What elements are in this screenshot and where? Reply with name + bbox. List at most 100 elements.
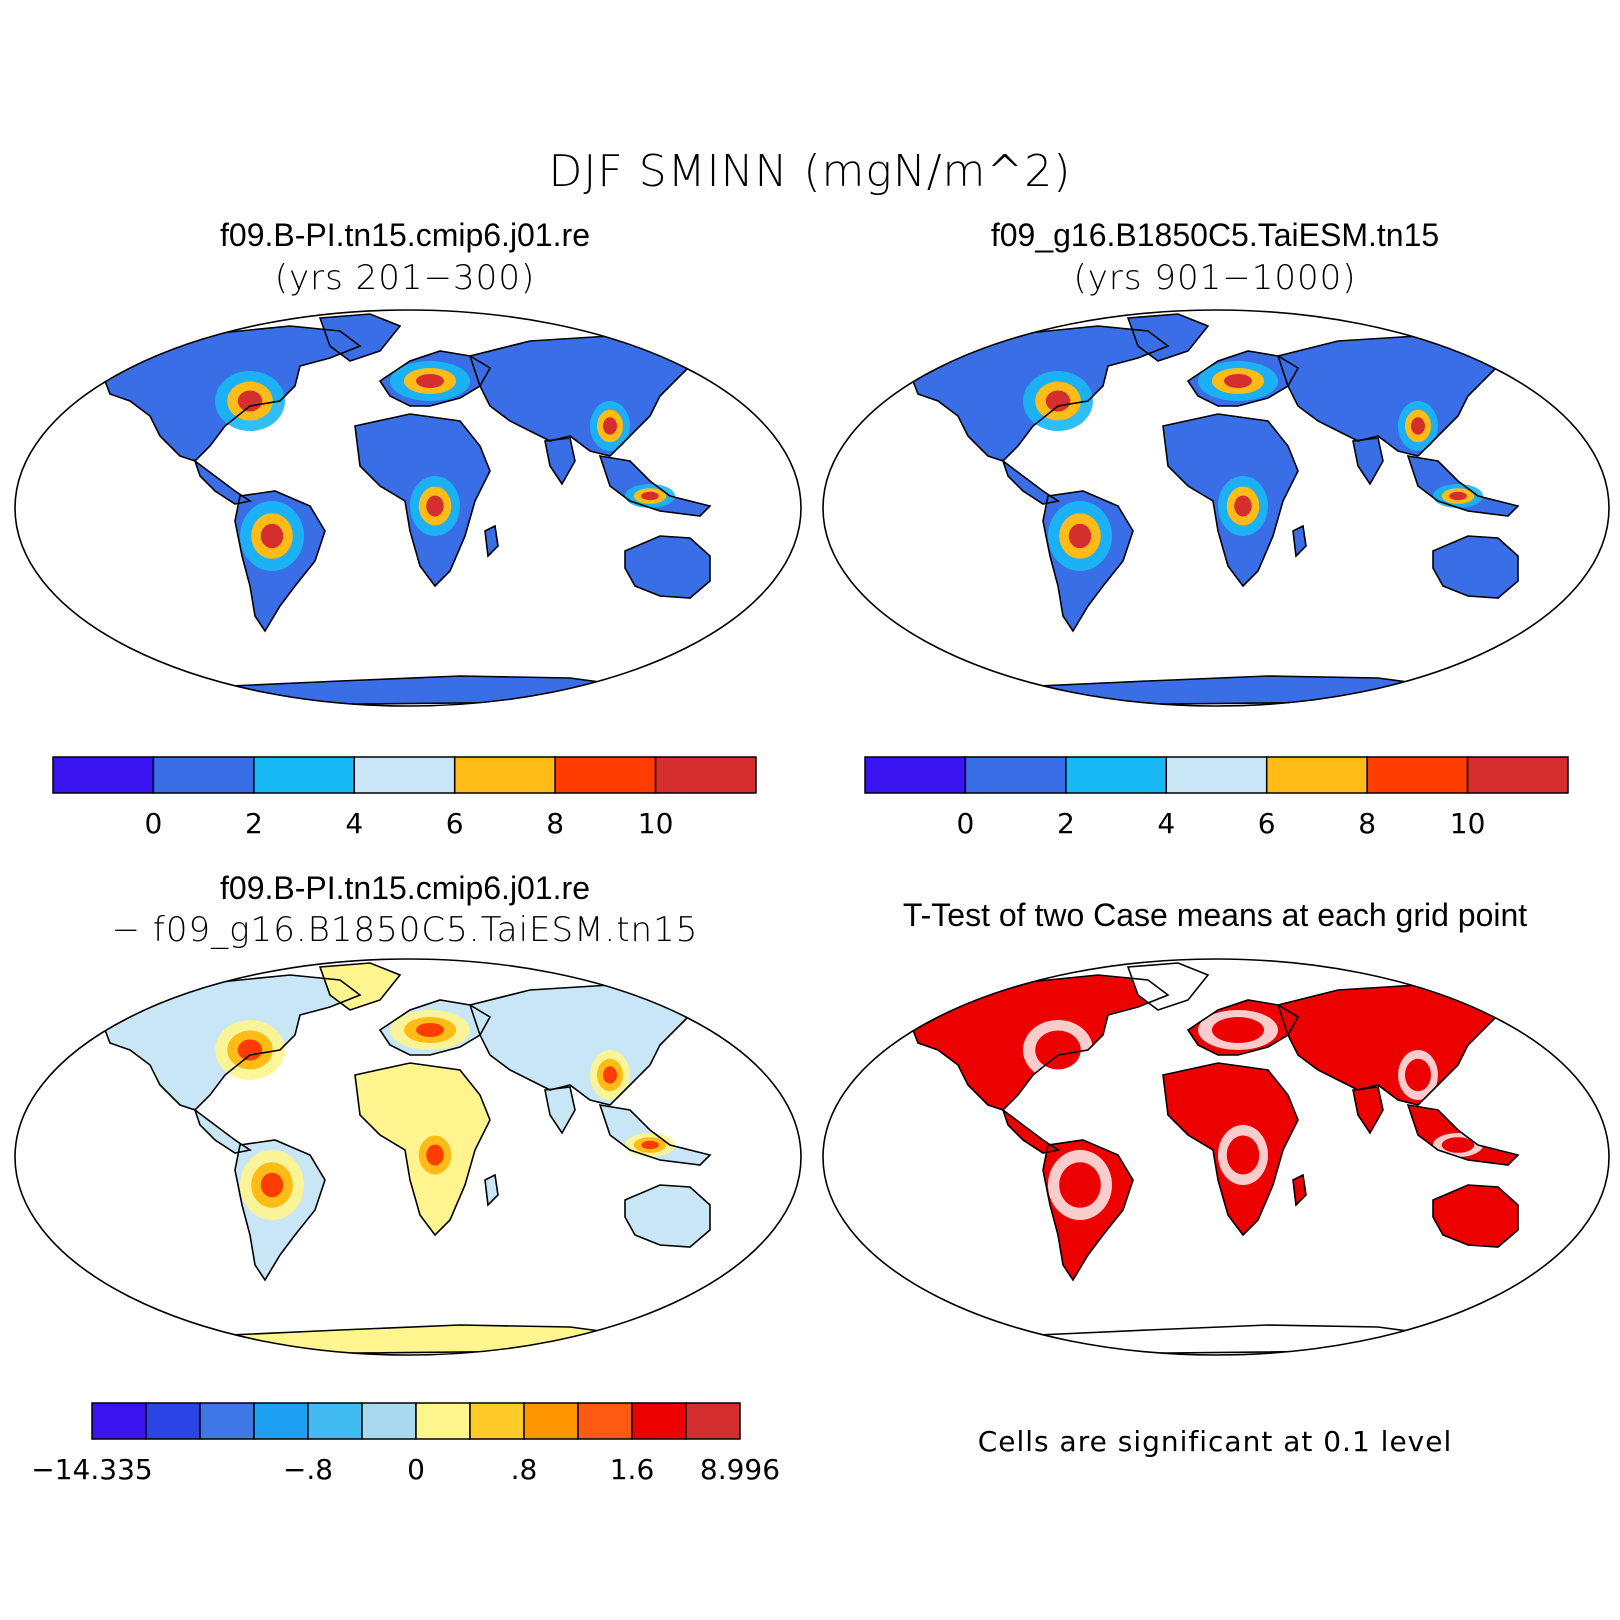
- colorbar-swatch: [1366, 756, 1469, 794]
- field-peak-4: [1411, 417, 1425, 435]
- coastline-india: [544, 1086, 576, 1135]
- panel-bottom-right-title: T-Test of two Case means at each grid po…: [902, 897, 1528, 933]
- coastline-centralAmerica: [1001, 458, 1061, 505]
- colorbar-swatch: [453, 756, 556, 794]
- field-peak-2: [416, 374, 444, 388]
- colorbar-tick-label: 6: [1258, 807, 1276, 840]
- field-peak-0: [1045, 390, 1071, 412]
- colorbar-tick-label: −14.335: [31, 1453, 152, 1486]
- map-content: [912, 313, 1520, 706]
- colorbar-difference: −14.335 −.8 0 .8 1.6 8.996: [31, 1402, 780, 1486]
- colorbar-swatch: [353, 756, 456, 794]
- landmass-australia: [1433, 536, 1518, 598]
- colorbar-tick-label: 2: [245, 807, 263, 840]
- coastline-northAmerica: [912, 974, 1170, 1111]
- field-peak-3: [426, 1144, 444, 1166]
- colorbar-swatch: [145, 1402, 201, 1440]
- landmass-australia: [1433, 1185, 1518, 1247]
- coastline-india: [1352, 437, 1384, 486]
- colorbar-swatch: [307, 1402, 363, 1440]
- field-peak-0: [237, 1039, 263, 1061]
- map-content: [912, 962, 1520, 1355]
- colorbar-tick-label: 0: [407, 1453, 425, 1486]
- landmass-india: [1353, 438, 1383, 484]
- field-peak-3: [1234, 1144, 1252, 1166]
- coastline-centralAmerica: [193, 1107, 253, 1154]
- colorbar-swatch: [1165, 756, 1268, 794]
- colorbar-swatch: [631, 1402, 687, 1440]
- field-peak-1: [1068, 523, 1092, 549]
- colorbar-swatch: [964, 756, 1067, 794]
- map-panel-case1: [14, 309, 802, 707]
- colorbar-tick-label: 8: [1358, 807, 1376, 840]
- landmass-greenland: [320, 314, 400, 361]
- coastline-greenland: [318, 962, 402, 1011]
- map-boundary: [822, 958, 1610, 1356]
- coastline-northAmerica: [104, 974, 362, 1111]
- coastline-northAmerica: [912, 325, 1170, 462]
- field-peak-1: [260, 523, 284, 549]
- coastline-africa: [1162, 1062, 1299, 1237]
- figure-title: DJF SMINN (mgN/m^2): [548, 146, 1072, 197]
- colorbar-swatch: [469, 1402, 525, 1440]
- coastline-greenland: [1126, 962, 1210, 1011]
- field-peak-4: [603, 1066, 617, 1084]
- landmass-greenland: [1128, 963, 1208, 1010]
- coastline-southAmerica: [234, 490, 326, 633]
- colorbar-tick-label: 1.6: [610, 1453, 655, 1486]
- field-peak-4: [1411, 1066, 1425, 1084]
- coastline-africa: [354, 1062, 491, 1237]
- landmass-india: [1353, 1087, 1383, 1133]
- coastline-madagascar: [1292, 524, 1307, 558]
- colorbar-swatch: [91, 1402, 147, 1440]
- colorbar-swatch: [654, 756, 757, 794]
- colorbar-swatch: [1466, 756, 1569, 794]
- field-peak-5: [641, 491, 659, 501]
- field-peak-1: [1068, 1172, 1092, 1198]
- colorbar-case2: 0 2 4 6 8 10: [864, 756, 1569, 840]
- coastline-india: [1352, 1086, 1384, 1135]
- colorbar-tick-label: 0: [145, 807, 163, 840]
- panel-bottom-left-title: f09.B-PI.tn15.cmip6.j01.re: [220, 870, 590, 906]
- coastline-seAsia: [1406, 1103, 1520, 1166]
- colorbar-tick-label: 4: [345, 807, 363, 840]
- landmass-asia: [1278, 336, 1508, 456]
- colorbar-swatch: [253, 756, 356, 794]
- field-peak-3: [1234, 495, 1252, 517]
- field-peak-0: [1045, 1039, 1071, 1061]
- colorbar-tick-label: 10: [638, 807, 674, 840]
- colorbar-tick-label: 10: [1450, 807, 1486, 840]
- colorbar-tick-label: 2: [1057, 807, 1075, 840]
- field-peak-2: [416, 1023, 444, 1037]
- colorbar-swatch: [199, 1402, 255, 1440]
- landmass-asia: [1278, 985, 1508, 1105]
- colorbar-swatch: [152, 756, 255, 794]
- colorbar-swatch: [415, 1402, 471, 1440]
- colorbar-tick-label: 8.996: [700, 1453, 780, 1486]
- colorbar-swatch: [523, 1402, 579, 1440]
- colorbar-tick-label: .8: [511, 1453, 538, 1486]
- landmass-greenland: [1128, 314, 1208, 361]
- coastline-greenland: [1126, 313, 1210, 362]
- landmass-asia: [470, 336, 700, 456]
- colorbar-swatch: [685, 1402, 741, 1440]
- field-peak-0: [237, 390, 263, 412]
- landmass-greenland: [320, 963, 400, 1010]
- colorbar-tick-label: 0: [957, 807, 975, 840]
- panel-top-left-title: f09.B-PI.tn15.cmip6.j01.re: [220, 217, 590, 253]
- coastline-seAsia: [1406, 454, 1520, 517]
- map-content: [104, 962, 712, 1355]
- landmass-india: [545, 438, 575, 484]
- colorbar-swatch: [52, 756, 155, 794]
- map-boundary: [822, 309, 1610, 707]
- field-peak-1: [260, 1172, 284, 1198]
- coastline-centralAmerica: [193, 458, 253, 505]
- landmass-australia: [625, 536, 710, 598]
- coastline-australia: [624, 1184, 711, 1248]
- significance-note: Cells are significant at 0.1 level: [977, 1425, 1453, 1458]
- map-panel-ttest: [822, 958, 1610, 1356]
- coastline-southAmerica: [1042, 490, 1134, 633]
- colorbar-swatch: [554, 756, 657, 794]
- field-peak-4: [603, 417, 617, 435]
- colorbar-swatch: [253, 1402, 309, 1440]
